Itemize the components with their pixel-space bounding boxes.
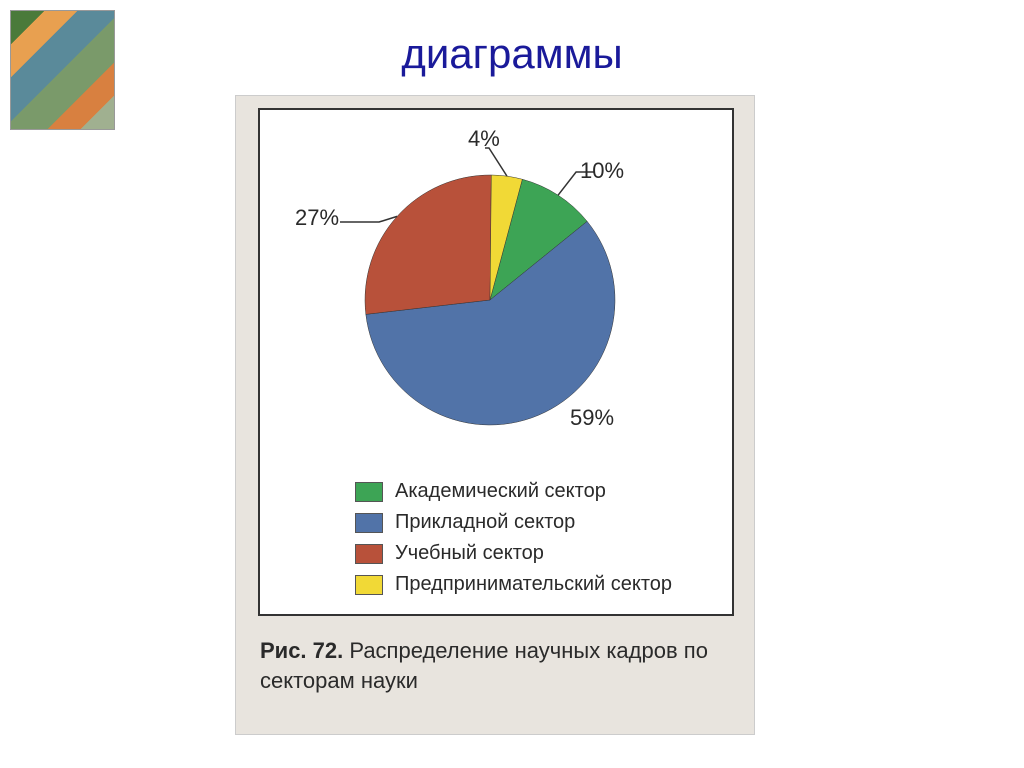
legend-swatch (355, 513, 383, 533)
legend-label: Предпринимательский сектор (395, 573, 672, 596)
chart-inner-frame: 10% 59% 27% 4% Академический сектор Прик… (258, 108, 734, 616)
legend-item: Академический сектор (355, 480, 672, 503)
slice-label-educational: 27% (295, 205, 339, 231)
figure-caption: Рис. 72. Распределение научных кадров по… (260, 636, 730, 695)
legend: Академический сектор Прикладной сектор У… (355, 480, 672, 604)
legend-swatch (355, 575, 383, 595)
chart-outer-frame: 10% 59% 27% 4% Академический сектор Прик… (235, 95, 755, 735)
legend-swatch (355, 544, 383, 564)
legend-swatch (355, 482, 383, 502)
slice-label-academic: 10% (580, 158, 624, 184)
legend-item: Учебный сектор (355, 542, 672, 565)
legend-item: Предпринимательский сектор (355, 573, 672, 596)
page-title: диаграммы (0, 30, 1024, 78)
legend-label: Учебный сектор (395, 542, 544, 565)
slice-label-entrepreneurial: 4% (468, 126, 500, 152)
legend-label: Прикладной сектор (395, 511, 575, 534)
caption-prefix: Рис. 72. (260, 638, 343, 663)
pie-chart (350, 160, 630, 440)
legend-item: Прикладной сектор (355, 511, 672, 534)
legend-label: Академический сектор (395, 480, 606, 503)
slice-label-applied: 59% (570, 405, 614, 431)
